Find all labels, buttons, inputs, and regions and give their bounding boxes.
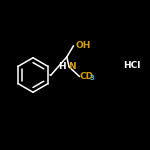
Text: H: H [58,62,66,71]
Text: N: N [68,62,76,71]
Text: CD: CD [80,72,94,81]
Text: HCl: HCl [123,61,140,70]
Text: 3: 3 [90,75,95,81]
Text: OH: OH [76,41,91,50]
